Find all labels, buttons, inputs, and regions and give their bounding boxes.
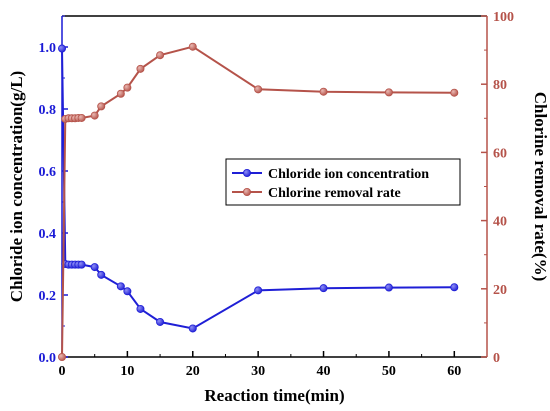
y-right-axis-title: Chlorine removal rate(%)	[531, 92, 550, 281]
legend-swatch-marker	[242, 187, 251, 196]
y-left-tick-label: 0.6	[39, 165, 57, 180]
y-right-tick-label: 100	[493, 10, 514, 25]
data-point-chlorine-removal-rate	[188, 42, 197, 51]
legend: Chloride ion concentration Chlorine remov…	[225, 158, 461, 206]
data-point-chloride-ion-concentration	[97, 270, 106, 279]
y-left-tick-label: 0.2	[39, 289, 57, 304]
y-left-tick-label: 0.4	[39, 227, 57, 242]
x-axis-title: Reaction time(min)	[204, 386, 344, 405]
x-tick-label: 50	[382, 364, 396, 379]
data-point-chlorine-removal-rate	[254, 85, 263, 94]
data-point-chlorine-removal-rate	[116, 89, 125, 98]
data-point-chlorine-removal-rate	[319, 87, 328, 96]
data-point-chloride-ion-concentration	[116, 282, 125, 291]
x-tick-label: 30	[251, 364, 265, 379]
y-left-tick-label: 0.8	[39, 103, 57, 118]
y-right-tick-label: 20	[493, 283, 507, 298]
x-tick-label: 0	[59, 364, 66, 379]
data-point-chloride-ion-concentration	[188, 324, 197, 333]
x-tick-label: 60	[447, 364, 461, 379]
data-point-chlorine-removal-rate	[136, 64, 145, 73]
x-tick-label: 40	[317, 364, 331, 379]
data-point-chloride-ion-concentration	[58, 44, 67, 53]
data-point-chloride-ion-concentration	[254, 286, 263, 295]
y-right-tick-label: 0	[493, 351, 500, 366]
legend-swatch-marker	[242, 168, 251, 177]
data-point-chloride-ion-concentration	[156, 317, 165, 326]
data-point-chlorine-removal-rate	[58, 352, 67, 361]
data-point-chlorine-removal-rate	[384, 88, 393, 97]
data-point-chlorine-removal-rate	[123, 83, 132, 92]
data-point-chloride-ion-concentration	[319, 284, 328, 293]
data-point-chloride-ion-concentration	[123, 287, 132, 296]
data-point-chlorine-removal-rate	[97, 102, 106, 111]
x-tick-label: 10	[120, 364, 134, 379]
data-point-chloride-ion-concentration	[450, 283, 459, 292]
plot-area: 0 10 20 30 40 50 60 0.0 0.2 0.4 0.6 0.8 1.0 0 20 40 60 80…	[7, 10, 550, 405]
y-left-axis-title: Chloride ion concentration(g/L)	[7, 71, 26, 302]
y-right-tick-label: 80	[493, 78, 507, 93]
data-point-chlorine-removal-rate	[77, 113, 86, 122]
y-right-tick-label: 40	[493, 215, 507, 230]
legend-box	[225, 158, 461, 206]
x-tick-label: 20	[186, 364, 200, 379]
y-left-tick-label: 0.0	[39, 351, 57, 366]
data-point-chloride-ion-concentration	[77, 260, 86, 269]
data-point-chlorine-removal-rate	[156, 51, 165, 60]
y-right-tick-label: 60	[493, 146, 507, 161]
legend-label: Chlorine removal rate	[268, 186, 401, 201]
data-point-chlorine-removal-rate	[90, 111, 99, 120]
data-point-chloride-ion-concentration	[90, 263, 99, 272]
legend-label: Chloride ion concentration	[268, 167, 429, 182]
data-point-chlorine-removal-rate	[450, 88, 459, 97]
y-left-tick-label: 1.0	[39, 41, 57, 56]
data-point-chloride-ion-concentration	[384, 283, 393, 292]
data-point-chloride-ion-concentration	[136, 304, 145, 313]
